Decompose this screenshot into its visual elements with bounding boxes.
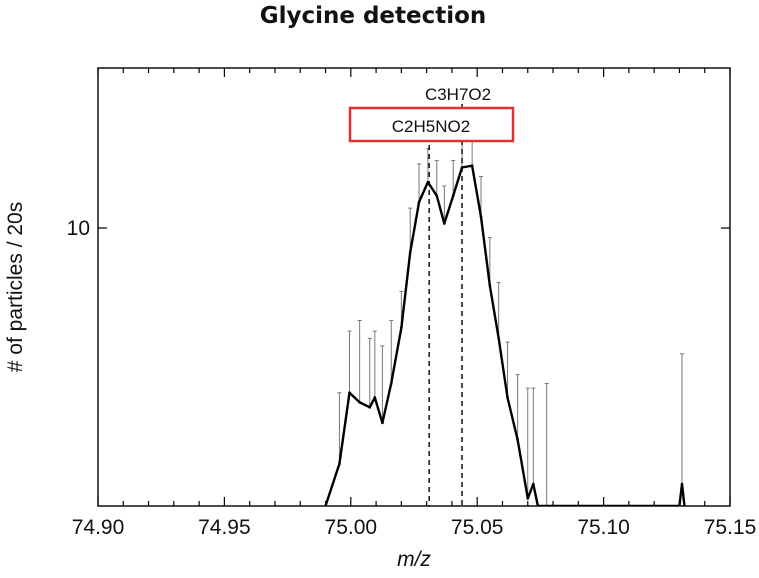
x-tick-label: 75.15 — [704, 516, 757, 539]
x-tick-label: 74.95 — [198, 516, 251, 539]
data-point — [479, 215, 483, 219]
data-point — [443, 222, 446, 225]
data-point — [400, 326, 403, 329]
data-point — [516, 438, 519, 441]
plot-frame — [97, 67, 731, 507]
annotation-box — [348, 106, 515, 143]
series-line — [324, 164, 686, 506]
data-point — [381, 421, 384, 425]
data-layer — [324, 133, 686, 506]
data-point — [532, 482, 535, 486]
data-point — [683, 504, 686, 506]
data-point — [358, 401, 361, 404]
data-point — [389, 382, 393, 385]
x-tick-label: 75.05 — [451, 516, 504, 539]
y-tick-label: 10 — [67, 217, 90, 240]
data-point — [488, 284, 492, 287]
data-point — [526, 497, 530, 500]
x-axis-label: m/z — [397, 548, 431, 571]
data-point — [417, 200, 421, 204]
x-tick-label: 74.90 — [72, 516, 125, 539]
data-point — [324, 504, 327, 506]
data-point — [545, 504, 549, 506]
chart-title: Glycine detection — [260, 3, 487, 29]
data-point — [435, 194, 439, 198]
data-point — [451, 194, 455, 198]
data-point — [680, 482, 684, 486]
data-point — [408, 251, 412, 254]
y-axis-label: # of particles / 20s — [4, 202, 27, 372]
data-point — [373, 396, 377, 399]
data-point — [470, 164, 474, 167]
x-tick-label: 75.10 — [577, 516, 630, 539]
annotation-label: C3H7O2 — [425, 85, 491, 104]
data-point — [506, 396, 509, 399]
annotation-label: C2H5NO2 — [392, 117, 470, 136]
data-point — [497, 337, 500, 340]
x-tick-label: 75.00 — [325, 516, 378, 539]
data-point — [368, 406, 372, 409]
data-point — [348, 391, 351, 395]
data-point — [536, 504, 540, 506]
data-point — [338, 462, 341, 466]
data-point — [678, 504, 681, 506]
data-point — [551, 504, 555, 506]
